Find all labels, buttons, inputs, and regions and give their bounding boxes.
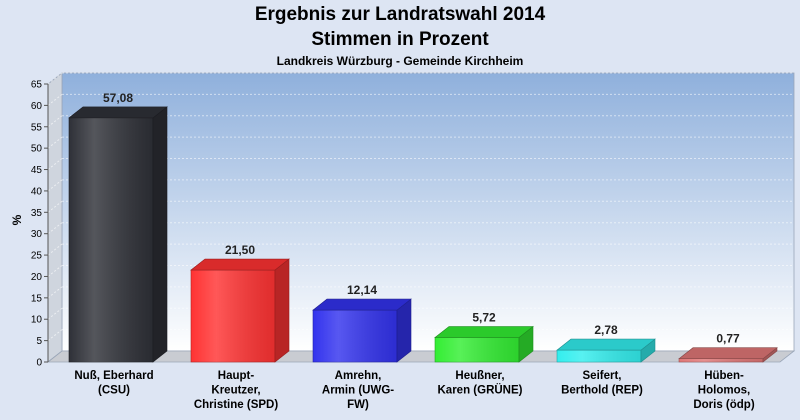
category-label: Doris (ödp) <box>693 399 754 411</box>
y-axis-label: % <box>10 214 24 225</box>
category-label: Armin (UWG- <box>322 385 394 397</box>
grid-line-side <box>47 179 63 192</box>
grid-line-side <box>47 72 63 85</box>
grid-line-side <box>47 200 63 213</box>
category-label: Nuß, Eberhard <box>74 370 153 382</box>
bar <box>434 325 534 363</box>
y-tick-label: 5 <box>36 336 42 347</box>
bar-shine <box>69 117 153 362</box>
plot-side-wall <box>47 72 63 363</box>
bar <box>190 258 290 363</box>
y-tick-label: 45 <box>31 165 43 176</box>
bar-value-label: 5,72 <box>472 311 496 325</box>
bar-shine <box>679 358 763 362</box>
grid-line-side <box>47 222 63 235</box>
bar-value-label: 12,14 <box>347 283 377 297</box>
bar-shine <box>191 270 275 362</box>
grid-line-side <box>47 93 63 106</box>
chart-subtitle: Stimmen in Prozent <box>311 29 489 50</box>
bar-top <box>678 347 778 360</box>
category-label: Amrehn, <box>335 370 382 382</box>
category-label: Kreutzer, <box>211 385 260 397</box>
bar-shine <box>557 350 641 362</box>
bar-side <box>274 258 290 363</box>
category-label: Christine (SPD) <box>194 399 279 411</box>
grid-line-side <box>47 329 63 342</box>
category-label: Heußner, <box>455 370 504 382</box>
grid-line-side <box>47 307 63 320</box>
grid-line-side <box>47 158 63 170</box>
bar-top <box>68 106 168 119</box>
bar-shine <box>435 337 519 362</box>
y-tick-label: 30 <box>31 229 43 240</box>
plot-back-wall <box>61 72 795 352</box>
bar <box>312 298 412 363</box>
grid-line-side <box>47 243 63 256</box>
y-tick-label: 50 <box>31 144 43 155</box>
grid-line-side <box>47 115 63 128</box>
grid-line-side <box>47 265 63 277</box>
y-tick-label: 55 <box>31 122 43 133</box>
grid-line-side <box>47 286 63 299</box>
bar-top <box>556 338 656 351</box>
bar-value-label: 57,08 <box>103 91 133 105</box>
y-tick-label: 35 <box>31 208 43 219</box>
category-label: Karen (GRÜNE) <box>438 384 523 397</box>
y-tick-label: 25 <box>31 251 43 262</box>
category-label: Haupt- <box>218 370 255 382</box>
y-tick-label: 60 <box>31 101 43 112</box>
y-tick-label: 0 <box>36 358 42 369</box>
category-label: (CSU) <box>98 385 130 397</box>
chart-subtitle-region: Landkreis Würzburg - Gemeinde Kirchheim <box>276 54 524 68</box>
bar-top <box>312 298 412 311</box>
y-tick-label: 10 <box>31 315 43 326</box>
bar <box>678 347 778 363</box>
y-tick-label: 15 <box>31 293 43 304</box>
y-tick-label: 65 <box>31 80 43 91</box>
category-label: FW) <box>347 399 369 411</box>
category-label: Berthold (REP) <box>561 385 643 397</box>
y-tick-label: 40 <box>31 186 43 197</box>
bar-top <box>434 326 534 338</box>
grid-line-side <box>47 136 63 149</box>
bar-shine <box>313 310 397 362</box>
bar-top <box>190 258 290 271</box>
bar <box>556 338 656 363</box>
chart-title: Ergebnis zur Landratswahl 2014 <box>254 4 546 25</box>
category-label: Holomos, <box>698 385 750 397</box>
category-label: Hüben- <box>704 370 744 382</box>
category-label: Seifert, <box>583 370 622 382</box>
bar-side <box>152 106 168 363</box>
bar-value-label: 0,77 <box>716 332 740 346</box>
bar-value-label: 21,50 <box>225 243 255 257</box>
bar-value-label: 2,78 <box>594 323 618 337</box>
bar <box>68 106 168 363</box>
y-tick-label: 20 <box>31 272 43 283</box>
